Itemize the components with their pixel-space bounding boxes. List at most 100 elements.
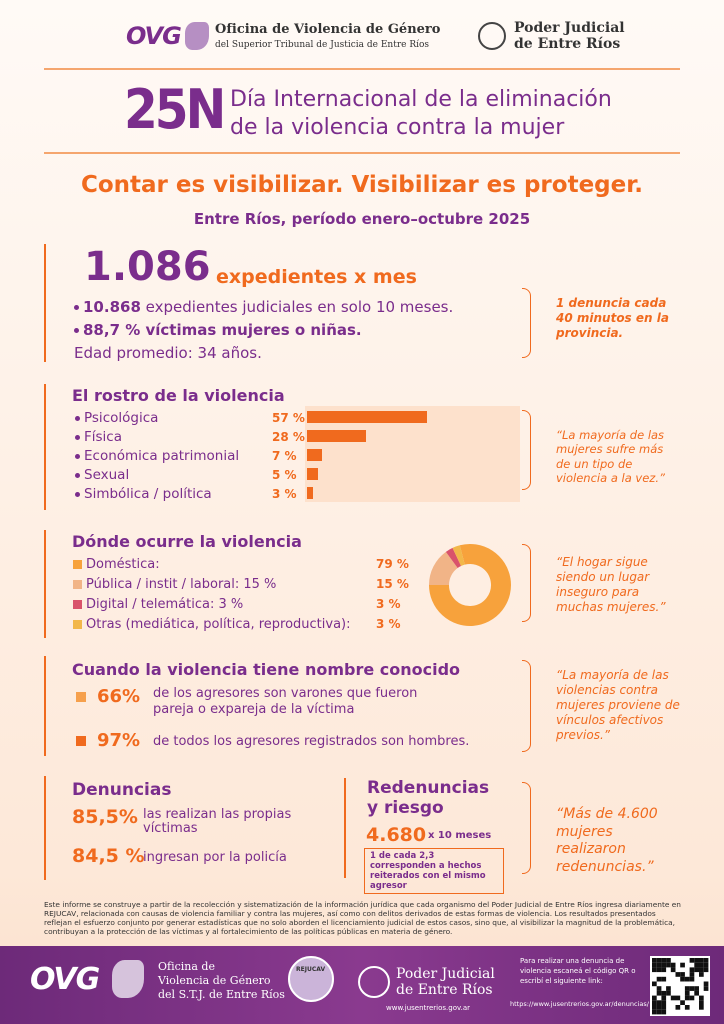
known-value: 66% (97, 686, 141, 707)
section-title: El rostro de la violencia (72, 386, 285, 405)
pj-seal (358, 966, 390, 998)
bullet-dot (75, 416, 80, 421)
qr-cell (652, 1005, 657, 1010)
donut-chart (429, 544, 511, 626)
bracket (522, 288, 531, 358)
bracket (522, 782, 531, 874)
bullet: 10.868 expedientes judiciales en solo 10… (74, 298, 453, 316)
subheadline: Entre Ríos, período enero–octubre 2025 (193, 210, 531, 228)
denuncia-text: ingresan por la policía (143, 850, 287, 865)
bullet-strong: 88,7 % víctimas mujeres o niñas. (83, 321, 362, 339)
qr-cell (703, 986, 709, 991)
qr-cell (656, 967, 662, 973)
qr-cell (666, 958, 671, 963)
pj-seal (478, 22, 506, 50)
place-value: 79 % (376, 557, 409, 571)
redenuncia-box: 1 de cada 2,3 corresponden a hechos reit… (364, 848, 504, 894)
type-label: Simbólica / política (84, 486, 212, 502)
qr-cell (652, 1000, 657, 1005)
section-bar (44, 244, 46, 362)
qr-cell (666, 962, 671, 968)
qr-cell (675, 1005, 681, 1010)
qr-cell (680, 962, 685, 968)
legend-square (73, 560, 82, 569)
title-line: Redenuncias (367, 778, 490, 798)
qr-cell (652, 967, 657, 973)
place-value: 15 % (376, 577, 409, 591)
title-lines: Día Internacional de la eliminación de la… (230, 86, 612, 142)
divider-vertical (344, 778, 346, 878)
qr-cell (694, 990, 699, 996)
place-label: Digital / telemática: 3 % (86, 597, 244, 612)
badge: REJUCAV (288, 956, 334, 1002)
denuncia-value: 85,5% (72, 806, 138, 828)
type-label: Física (84, 429, 122, 445)
qr-cell (661, 958, 667, 963)
qr-cell (661, 976, 667, 982)
qr-cell (699, 958, 704, 963)
redenuncia-number: 4.680 (366, 824, 427, 846)
pj-line: Poder Judicial (514, 20, 625, 36)
bar (307, 449, 322, 461)
bullet-strong: 10.868 (83, 298, 141, 316)
qr-cell (703, 958, 709, 963)
place-label: Doméstica: (86, 557, 160, 572)
legend-square (73, 620, 82, 629)
qr-cell (670, 995, 676, 1001)
ovg-name: Oficina de Violencia de Género (215, 22, 441, 37)
pj-name: Poder Judicial de Entre Ríos (514, 20, 625, 52)
type-label: Sexual (84, 467, 130, 483)
qr-link: https://www.jusentrerios.gov.ar/denuncia… (510, 1000, 649, 1008)
qr-cell (699, 1005, 704, 1010)
qr-cell (684, 990, 690, 996)
type-value: 5 % (272, 468, 297, 482)
qr-cell (680, 1000, 685, 1005)
redenuncia-title: Redenuncias y riesgo (367, 778, 489, 818)
bar (307, 468, 318, 480)
line: Violencia de Género (158, 974, 271, 987)
footer: OVG Oficina de Violencia de Género del S.T… (0, 946, 724, 1024)
map-icon (185, 22, 209, 50)
qr-cell (703, 981, 709, 987)
qr-cell (699, 995, 704, 1001)
bracket (522, 544, 531, 622)
qr-cell (694, 958, 699, 963)
qr-cell (699, 962, 704, 968)
qr-cell (656, 1009, 662, 1015)
line: del S.T.J. de Entre Ríos (158, 988, 285, 1001)
bullet-dot (74, 305, 79, 310)
section-bar (44, 530, 46, 638)
qr-cell (666, 990, 671, 996)
line: Poder Judicial (396, 966, 495, 982)
bullet-dot (74, 328, 79, 333)
section-bar (44, 656, 46, 756)
donut-segment (445, 547, 462, 569)
title-line: de la violencia contra la mujer (230, 115, 565, 140)
section-bar (44, 384, 46, 510)
qr-cell (694, 986, 699, 991)
divider (44, 68, 680, 70)
bar (307, 487, 314, 499)
age: Edad promedio: 34 años. (74, 344, 262, 362)
footer-url: www.jusentrerios.gov.ar (386, 1004, 470, 1012)
section-title: Cuando la violencia tiene nombre conocid… (72, 660, 461, 679)
place-value: 3 % (376, 617, 401, 631)
bar (307, 430, 366, 442)
qr-cell (680, 976, 685, 982)
redenuncia-unit: x 10 meses (428, 830, 492, 841)
qr-cell (703, 962, 709, 968)
known-text: de todos los agresores registrados son h… (153, 734, 470, 749)
title-line: Día Internacional de la eliminación (230, 87, 612, 112)
title-big: 25N (124, 78, 226, 141)
bullet-text: expedientes judiciales en solo 10 meses. (145, 298, 454, 316)
qr-cell (670, 962, 676, 968)
section-title: Denuncias (72, 780, 172, 800)
legend-square (73, 600, 82, 609)
note: 1 denuncia cada 40 minutos en la provinc… (556, 296, 669, 340)
ovg-sub: del Superior Tribunal de Justicia de Ent… (215, 40, 430, 50)
qr-cell (689, 995, 695, 1001)
qr-cell (689, 976, 695, 982)
qr-cell (652, 1009, 657, 1015)
